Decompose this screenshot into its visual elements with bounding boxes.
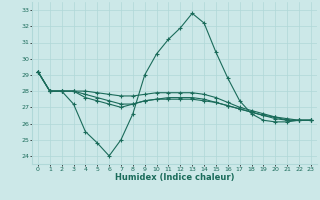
X-axis label: Humidex (Indice chaleur): Humidex (Indice chaleur) (115, 173, 234, 182)
